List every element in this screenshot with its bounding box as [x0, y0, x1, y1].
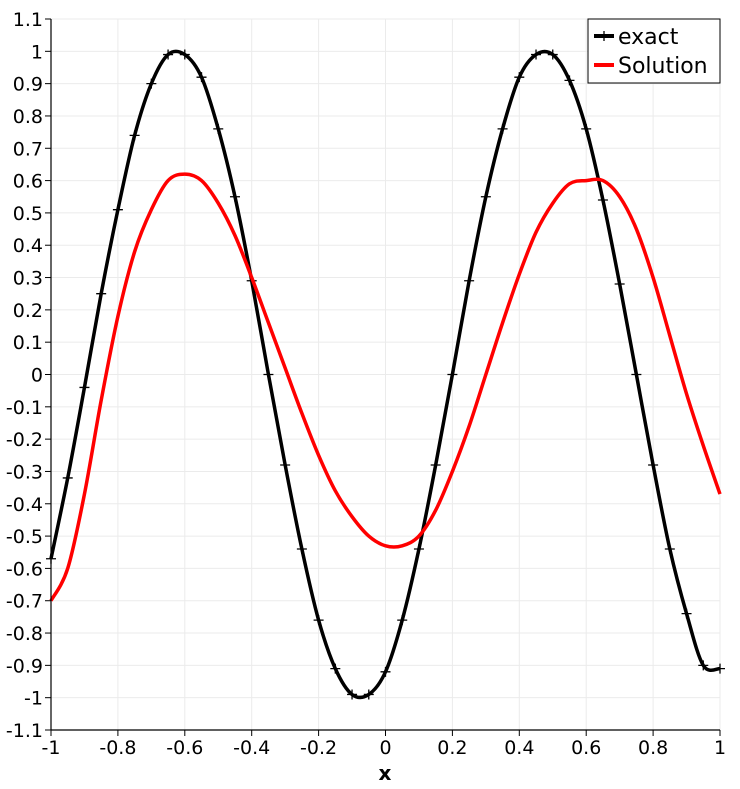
y-tick-label: 0.7	[13, 138, 43, 160]
x-tick-labels: -1 -0.8 -0.6 -0.4 -0.2 0 0.2 0.4 0.6 0.8 1	[42, 737, 727, 759]
axes	[45, 18, 721, 736]
y-tick-labels: 1.1 1 0.9 0.8 0.7 0.6 0.5 0.4 0.3 0.2 0.1 0 -0.1 -0.2…	[6, 9, 43, 742]
y-tick-label: 0.4	[13, 235, 43, 257]
series-point-exact	[664, 544, 675, 555]
y-tick-label: -0.5	[6, 526, 43, 548]
series-point-exact	[196, 72, 207, 83]
series-point-exact	[631, 369, 642, 380]
legend-label-solution: Solution	[618, 54, 708, 79]
y-tick-label: 0.9	[13, 74, 43, 96]
series-point-exact	[280, 459, 291, 470]
y-tick-label: 0.2	[13, 300, 43, 322]
series-point-exact	[62, 472, 73, 483]
series-point-exact	[447, 369, 458, 380]
series-line-solution	[49, 172, 722, 602]
series-point-exact	[698, 660, 709, 671]
series-point-exact	[480, 191, 491, 202]
legend: exact Solution	[587, 18, 721, 84]
series-point-exact	[464, 275, 475, 286]
series-point-exact	[347, 689, 358, 700]
y-tick-label: 1	[31, 41, 43, 63]
series-point-exact	[163, 49, 174, 60]
series-point-exact	[397, 615, 408, 626]
y-tick-label: 0.1	[13, 332, 43, 354]
series-point-exact	[715, 663, 725, 674]
y-tick-label: -0.7	[6, 591, 43, 613]
x-tick-label: -0.2	[300, 737, 337, 759]
x-tick-label: 0.6	[571, 737, 601, 759]
series-point-exact	[79, 382, 90, 393]
series-point-exact	[614, 279, 625, 290]
legend-box	[587, 18, 721, 84]
series-point-exact	[413, 544, 424, 555]
y-tick-label: -0.9	[6, 655, 43, 677]
series-point-exact	[129, 130, 140, 141]
y-tick-label: -1	[24, 688, 43, 710]
y-tick-label: 0.5	[13, 203, 43, 225]
y-tick-label: -0.4	[6, 494, 43, 516]
series-point-exact	[96, 288, 107, 299]
series-point-exact	[547, 49, 558, 60]
x-tick-label: 0.4	[504, 737, 534, 759]
series-point-exact	[380, 666, 391, 677]
series-point-exact	[531, 49, 542, 60]
y-tick-label: -0.1	[6, 397, 43, 419]
x-tick-label: 0	[379, 737, 391, 759]
series-layer	[46, 49, 725, 700]
y-tick-label: -0.6	[6, 558, 43, 580]
x-tick-label: -0.8	[99, 737, 136, 759]
series-point-exact	[581, 123, 592, 134]
series-point-exact	[497, 123, 508, 134]
y-tick-label: 0.6	[13, 171, 43, 193]
series-point-exact	[648, 459, 659, 470]
series-point-exact	[112, 204, 123, 215]
series-point-exact	[146, 78, 157, 89]
series-point-exact	[330, 663, 341, 674]
series-point-exact	[313, 615, 324, 626]
y-tick-label: -0.2	[6, 429, 43, 451]
x-tick-label: 0.2	[437, 737, 467, 759]
x-axis-label: x	[379, 761, 392, 785]
x-tick-label: 0.8	[638, 737, 668, 759]
series-point-exact	[564, 75, 575, 86]
y-tick-label: 0.8	[13, 106, 43, 128]
y-tick-label: 1.1	[13, 9, 43, 31]
x-tick-label: -0.4	[233, 737, 270, 759]
series-point-exact	[229, 191, 240, 202]
legend-label-exact: exact	[618, 25, 679, 50]
x-tick-label: 1	[714, 737, 726, 759]
x-tick-label: -0.6	[166, 737, 203, 759]
series-point-exact	[263, 369, 274, 380]
series-point-exact	[296, 544, 307, 555]
x-tick-label: -1	[42, 737, 61, 759]
series-point-exact	[681, 608, 692, 619]
y-tick-label: -1.1	[6, 720, 43, 742]
y-tick-label: -0.8	[6, 623, 43, 645]
series-point-exact	[179, 49, 190, 60]
y-tick-label: 0	[31, 365, 43, 387]
series-point-exact	[597, 194, 608, 205]
series-point-exact	[213, 123, 224, 134]
series-point-exact	[514, 72, 525, 83]
series-point-exact	[363, 689, 374, 700]
y-tick-label: -0.3	[6, 461, 43, 483]
series-point-exact	[430, 459, 441, 470]
y-tick-label: 0.3	[13, 268, 43, 290]
